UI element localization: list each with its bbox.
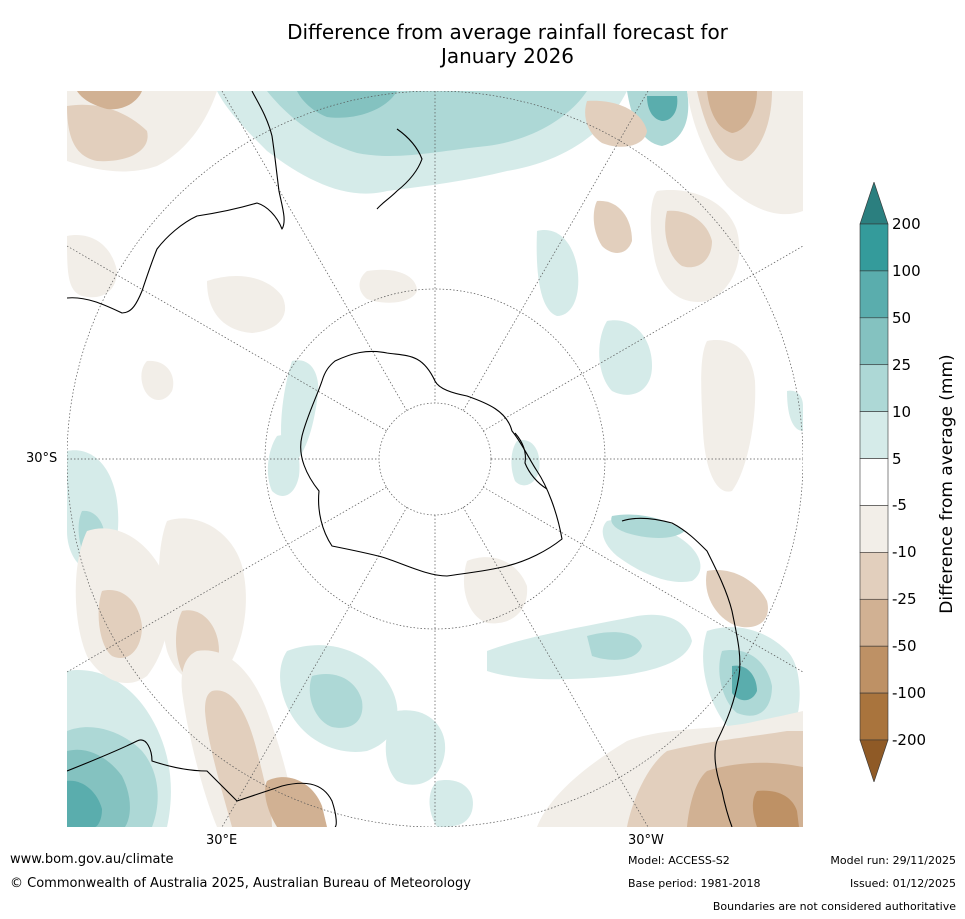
colorbar-segment [859, 317, 889, 366]
graticule [67, 91, 803, 827]
colorbar-tick-label: -10 [892, 543, 917, 562]
colorbar-tick-label: -25 [892, 590, 917, 609]
colorbar-segment [859, 645, 889, 694]
footer-website[interactable]: www.bom.gov.au/climate [10, 852, 174, 867]
lon-30e-label: 30°E [206, 833, 238, 848]
colorbar-segment [859, 223, 889, 272]
colorbar-label: Difference from average (mm) [937, 354, 957, 614]
map-title: Difference from average rainfall forecas… [0, 20, 965, 68]
footer-disclaimer: Boundaries are not considered authoritat… [712, 900, 956, 913]
colorbar-tick-label: 200 [892, 215, 921, 233]
colorbar-tick-label: 100 [892, 261, 921, 280]
footer-model-run: Model run: 29/11/2025 [830, 854, 956, 867]
colorbar-tick-label: 5 [892, 449, 902, 468]
new-zealand-coastline [376, 128, 423, 210]
lon-30w-label: 30°W [628, 833, 664, 848]
footer-model: Model: ACCESS-S2 [628, 854, 730, 867]
polar-map [67, 91, 803, 827]
colorbar-segment [859, 552, 889, 600]
title-line-1: Difference from average rainfall forecas… [287, 20, 728, 44]
antarctica-coastline [300, 350, 563, 577]
colorbar-segment [859, 692, 889, 741]
colorbar-tick-label: -5 [892, 496, 907, 515]
title-line-2: January 2026 [440, 44, 575, 68]
colorbar-segment [859, 598, 889, 647]
colorbar-tick-label: 10 [892, 402, 912, 421]
colorbar-tick-label: -50 [892, 637, 917, 656]
africa-coastline [67, 739, 337, 827]
footer-copyright: © Commonwealth of Australia 2025, Austra… [10, 876, 471, 891]
footer-issued: Issued: 01/12/2025 [849, 877, 956, 890]
colorbar-segment [859, 411, 889, 459]
australia-coastline [67, 91, 285, 314]
colorbar-segment [859, 270, 889, 319]
dry-anomaly-areas [67, 91, 803, 827]
colorbar-tick-label: -100 [892, 684, 927, 703]
colorbar-tick-label: -200 [892, 731, 927, 749]
colorbar-segment [859, 505, 889, 553]
coastlines [67, 91, 741, 827]
colorbar-tick-label: 25 [892, 355, 912, 374]
footer-base-period: Base period: 1981-2018 [628, 877, 761, 890]
lat-30s-label: 30°S [26, 451, 58, 466]
colorbar-extend-bottom [859, 739, 889, 782]
south-america-coastline [621, 517, 741, 827]
colorbar [859, 182, 889, 782]
colorbar-segment [859, 364, 889, 412]
colorbar-segment [859, 458, 889, 506]
colorbar-tick-label: 50 [892, 308, 912, 327]
colorbar-extend-top [859, 182, 889, 225]
antarctic-peninsula [514, 432, 548, 490]
wet-anomaly-areas [67, 91, 803, 827]
